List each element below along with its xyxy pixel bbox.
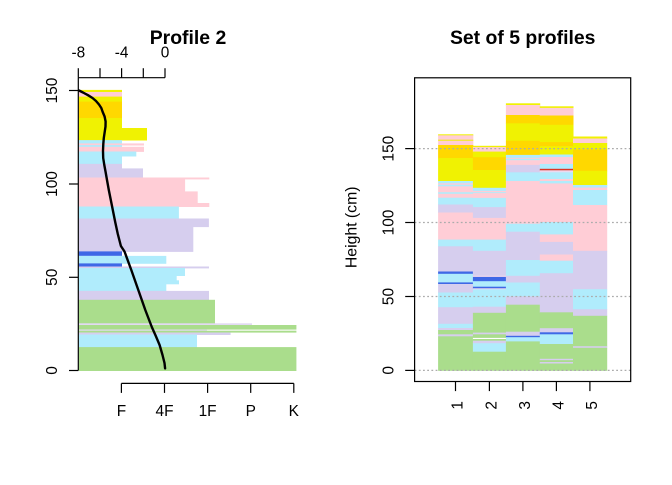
svg-text:0: 0 bbox=[161, 45, 170, 62]
svg-text:1F: 1F bbox=[199, 403, 217, 420]
svg-text:1: 1 bbox=[450, 401, 467, 410]
svg-text:0: 0 bbox=[380, 366, 397, 375]
svg-text:150: 150 bbox=[380, 136, 397, 162]
svg-text:50: 50 bbox=[380, 288, 397, 305]
svg-text:50: 50 bbox=[44, 269, 61, 286]
svg-text:5: 5 bbox=[584, 401, 601, 410]
svg-text:4F: 4F bbox=[156, 403, 174, 420]
svg-text:4: 4 bbox=[550, 401, 567, 410]
svg-text:Profile 2: Profile 2 bbox=[150, 27, 227, 49]
svg-text:100: 100 bbox=[380, 210, 397, 236]
svg-text:3: 3 bbox=[517, 401, 534, 410]
svg-text:0: 0 bbox=[44, 366, 61, 375]
svg-text:2: 2 bbox=[483, 401, 500, 410]
svg-text:P: P bbox=[246, 403, 256, 420]
svg-text:Height (cm): Height (cm) bbox=[344, 186, 361, 268]
svg-text:K: K bbox=[289, 403, 300, 420]
svg-text:-8: -8 bbox=[71, 45, 85, 62]
svg-text:-4: -4 bbox=[115, 45, 129, 62]
svg-text:100: 100 bbox=[44, 171, 61, 197]
svg-text:150: 150 bbox=[44, 78, 61, 104]
svg-text:Set of 5 profiles: Set of 5 profiles bbox=[450, 27, 595, 49]
svg-text:F: F bbox=[117, 403, 126, 420]
